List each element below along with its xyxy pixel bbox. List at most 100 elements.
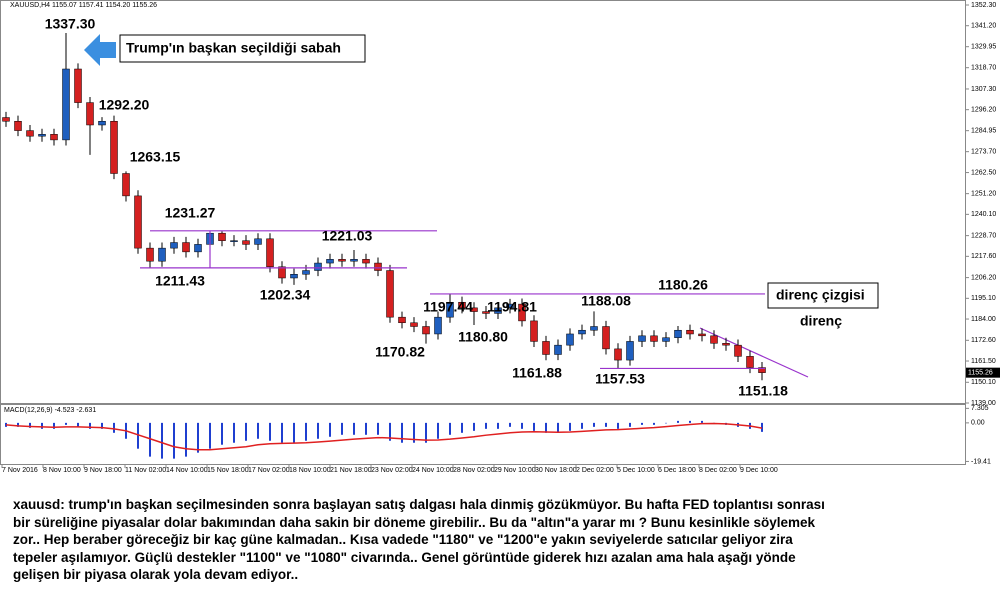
arrow: [84, 34, 116, 66]
x-tick-label: 24 Nov 10:00: [412, 467, 454, 474]
candle-body: [626, 341, 634, 361]
x-tick-label: 23 Nov 02:00: [371, 467, 413, 474]
candle-body: [614, 348, 622, 361]
trump-box: [119, 34, 366, 63]
y-tick-label: 1329.95: [971, 44, 996, 51]
x-tick-label: 5 Dec 10:00: [617, 467, 655, 474]
candle-body: [482, 311, 490, 314]
candle-body: [98, 120, 106, 126]
y-tick-label: 1307.30: [971, 86, 996, 93]
candle-body: [734, 344, 742, 357]
candle-body: [422, 326, 430, 335]
candle-body: [434, 316, 442, 335]
macd-bar: [485, 422, 487, 429]
price-annotation: 1211.43: [155, 273, 205, 289]
y-tick-label: -19.41: [971, 458, 991, 465]
price-annotation: 1337.30: [45, 16, 96, 32]
x-tick-label: 9 Nov 18:00: [84, 467, 122, 474]
candle-body: [158, 247, 166, 262]
macd-bar: [629, 422, 631, 427]
signal-line: [5, 422, 763, 451]
macd-bar: [161, 422, 163, 459]
y-tick-label: 1284.95: [971, 128, 996, 135]
macd-bar: [677, 420, 679, 423]
price-annotation: 1202.34: [260, 287, 311, 303]
macd-bar: [209, 422, 211, 449]
macd-bar: [65, 422, 67, 425]
y-tick-label: 1262.50: [971, 169, 996, 176]
caption-line: zor.. Hep beraber göreceğiz bir kaç güne…: [13, 532, 793, 547]
candle-body: [374, 262, 382, 271]
y-tick-label: 1161.50: [971, 358, 996, 365]
y-tick-label: 1251.20: [971, 190, 996, 197]
macd-bar: [413, 422, 415, 443]
candle-body: [506, 303, 514, 309]
price-annotation: 1197.44: [423, 299, 473, 315]
y-tick-label: 1150.10: [971, 379, 996, 386]
y-tick-label: 1352.30: [971, 2, 996, 9]
candle-body: [686, 329, 694, 335]
macd-bar: [461, 422, 463, 433]
price-annotation: 1221.03: [322, 228, 373, 244]
candle-body: [314, 262, 322, 271]
candle-body: [182, 242, 190, 253]
macd-bar: [137, 422, 139, 449]
resistance-note: direnç: [800, 313, 842, 329]
macd-bar: [281, 422, 283, 443]
macd-bar: [17, 422, 19, 427]
candle-body: [722, 343, 730, 346]
macd-bar: [29, 422, 31, 428]
y-tick-label: 0.00: [971, 420, 985, 427]
x-tick-label: 21 Nov 18:00: [330, 467, 372, 474]
candle-body: [26, 130, 34, 137]
y-tick-label: 1172.60: [971, 337, 996, 344]
candle-body: [50, 134, 58, 141]
macd-bar: [293, 422, 295, 443]
price-annotation: 1180.26: [658, 277, 708, 293]
macd-bar: [473, 422, 475, 431]
caption: xauusd: trump'ın başkan seçilmesinden so…: [13, 496, 825, 584]
macd-bar: [557, 422, 559, 433]
macd-bar: [41, 422, 43, 429]
macd-bar: [77, 422, 79, 427]
macd-bar: [425, 422, 427, 443]
price-annotation: 1231.27: [165, 205, 216, 221]
macd-bar: [305, 422, 307, 441]
x-tick-label: 18 Nov 10:00: [289, 467, 331, 474]
y-tick-label: 1206.20: [971, 274, 996, 281]
resistance-line-box: [767, 282, 879, 309]
y-tick-label: 1184.00: [971, 316, 996, 323]
macd-bar: [497, 422, 499, 429]
macd-bar: [377, 422, 379, 435]
macd-bar: [329, 422, 331, 437]
x-tick-label: 8 Dec 02:00: [699, 467, 737, 474]
candle-body: [578, 329, 586, 335]
y-tick-label: 1139.00: [971, 400, 996, 407]
trump-note: Trump'ın başkan seçildiği sabah: [126, 40, 341, 56]
candle-body: [326, 259, 334, 264]
x-tick-label: 15 Nov 18:00: [207, 467, 249, 474]
candle-body: [746, 356, 754, 368]
macd-bar: [449, 422, 451, 435]
caption-line: gelişen bir piyasa olarak yola devam edi…: [13, 567, 299, 582]
candle-body: [650, 335, 658, 342]
y-tick-label: 1341.20: [971, 23, 996, 30]
caption-line: tepeler aşılamıyor. Güçlü destekler "110…: [13, 549, 796, 565]
macd-bar: [521, 422, 523, 429]
x-tick-label: 30 Nov 18:00: [535, 467, 577, 474]
candle-body: [530, 320, 538, 342]
price-tag-label: 1155.26: [968, 370, 993, 377]
candle-body: [38, 134, 46, 137]
symbol-header: XAUUSD,H4 1155.07 1157.41 1154.20 1155.2…: [10, 2, 157, 9]
macd-bar: [257, 422, 259, 439]
candle-body: [278, 266, 286, 279]
candle-body: [74, 68, 82, 103]
candle-body: [638, 335, 646, 342]
y-tick-label: 1228.70: [971, 232, 996, 239]
candle-body: [122, 173, 130, 197]
candle-body: [758, 367, 766, 373]
macd-bar: [605, 422, 607, 427]
x-tick-label: 8 Nov 10:00: [43, 467, 81, 474]
macd-bar: [401, 422, 403, 443]
candle-body: [2, 117, 10, 122]
